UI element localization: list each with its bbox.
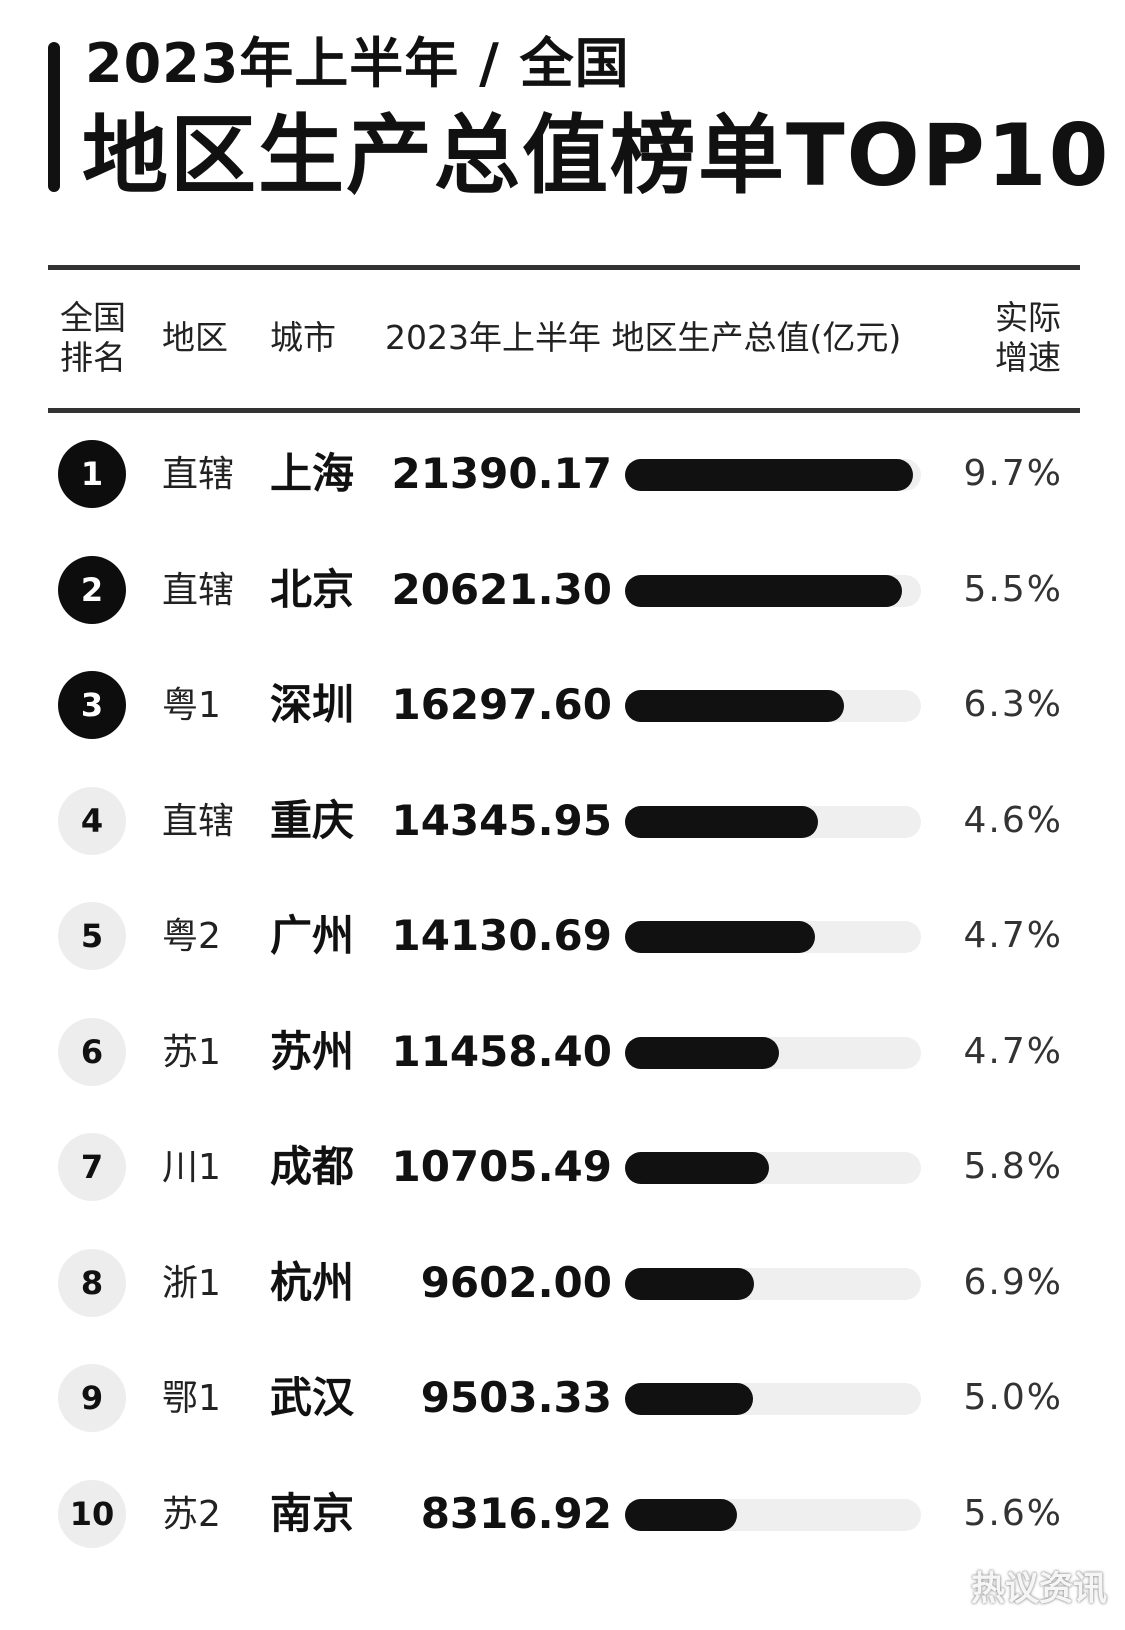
watermark: 热议资讯 — [971, 1569, 1107, 1609]
column-header-growth: 实际 增速 — [995, 298, 1061, 377]
rank-badge: 5 — [58, 902, 126, 970]
header-bottom-rule — [48, 408, 1080, 413]
growth-rate-label: 5.0% — [963, 1377, 1063, 1418]
column-header-rank: 全国 排名 — [60, 298, 126, 377]
region-label: 鄂1 — [162, 1378, 221, 1419]
gdp-value-label: 8316.92 — [420, 1488, 612, 1538]
table-row: 9 鄂1 武汉 9503.33 5.0% — [0, 1341, 1125, 1461]
gdp-bar — [625, 1498, 737, 1531]
city-label: 成都 — [270, 1142, 355, 1191]
rank-badge: 9 — [58, 1364, 126, 1432]
gdp-bar — [625, 574, 902, 607]
growth-rate-label: 5.6% — [963, 1492, 1063, 1534]
bar-track — [625, 805, 921, 838]
region-label: 粤2 — [162, 916, 221, 957]
title-accent-bar — [48, 42, 60, 192]
bar-track — [625, 1267, 921, 1300]
city-label: 武汉 — [270, 1373, 355, 1422]
city-label: 上海 — [270, 449, 355, 498]
region-label: 粤1 — [162, 685, 221, 726]
bar-track — [625, 1498, 921, 1531]
growth-rate-label: 9.7% — [963, 453, 1063, 494]
growth-rate-label: 5.5% — [963, 568, 1063, 610]
rank-badge: 7 — [58, 1133, 126, 1201]
rank-badge: 2 — [58, 555, 126, 624]
region-label: 直辖 — [162, 800, 235, 842]
gdp-value-label: 16297.60 — [391, 680, 612, 729]
table-row: 4 直辖 重庆 14345.95 4.6% — [0, 764, 1125, 884]
gdp-bar — [625, 1383, 753, 1415]
city-label: 深圳 — [270, 680, 355, 729]
rank-badge: 6 — [58, 1017, 126, 1086]
growth-rate-label: 4.6% — [963, 799, 1063, 841]
region-label: 苏1 — [162, 1031, 221, 1073]
column-header-city: 城市 — [270, 318, 336, 357]
bar-track — [625, 690, 921, 722]
rank-badge: 3 — [58, 671, 126, 739]
rank-badge: 10 — [58, 1479, 126, 1548]
bar-track — [625, 459, 921, 491]
table-row: 8 浙1 杭州 9602.00 6.9% — [0, 1226, 1125, 1346]
growth-rate-label: 6.9% — [963, 1261, 1063, 1303]
title-subheading: 2023年上半年 / 全国 — [85, 32, 630, 95]
region-label: 直辖 — [162, 569, 235, 611]
gdp-bar — [625, 1152, 769, 1184]
growth-rate-label: 5.8% — [963, 1146, 1063, 1187]
bar-track — [625, 1152, 921, 1184]
city-label: 广州 — [270, 911, 355, 960]
growth-rate-label: 6.3% — [963, 684, 1063, 725]
region-label: 直辖 — [162, 454, 235, 495]
column-header-gdp: 2023年上半年 地区生产总值(亿元) — [385, 318, 902, 357]
growth-rate-label: 4.7% — [963, 1030, 1063, 1072]
gdp-bar — [625, 1267, 754, 1300]
gdp-value-label: 9602.00 — [420, 1257, 612, 1307]
gdp-bar — [625, 805, 818, 838]
gdp-bar — [625, 921, 815, 953]
region-label: 浙1 — [162, 1262, 221, 1304]
rank-badge: 1 — [58, 440, 126, 508]
table-row: 1 直辖 上海 21390.17 9.7% — [0, 417, 1125, 537]
bar-track — [625, 1383, 921, 1415]
gdp-bar — [625, 1036, 779, 1069]
bar-track — [625, 921, 921, 953]
bar-track — [625, 1036, 921, 1069]
table-row: 10 苏2 南京 8316.92 5.6% — [0, 1457, 1125, 1577]
gdp-value-label: 14345.95 — [391, 795, 612, 845]
gdp-value-label: 21390.17 — [391, 449, 612, 498]
bar-track — [625, 574, 921, 607]
growth-rate-label: 4.7% — [963, 915, 1063, 956]
region-label: 川1 — [162, 1147, 221, 1188]
table-row: 3 粤1 深圳 16297.60 6.3% — [0, 648, 1125, 768]
rank-badge: 4 — [58, 786, 126, 855]
gdp-value-label: 10705.49 — [391, 1142, 612, 1191]
gdp-bar — [625, 459, 913, 491]
gdp-bar — [625, 690, 844, 722]
table-row: 7 川1 成都 10705.49 5.8% — [0, 1110, 1125, 1230]
city-label: 杭州 — [270, 1257, 355, 1307]
table-row: 2 直辖 北京 20621.30 5.5% — [0, 533, 1125, 653]
city-label: 重庆 — [270, 795, 355, 845]
column-header-region: 地区 — [162, 318, 228, 357]
rank-badge: 8 — [58, 1248, 126, 1317]
table-row: 6 苏1 苏州 11458.40 4.7% — [0, 995, 1125, 1115]
gdp-value-label: 14130.69 — [391, 911, 612, 960]
city-label: 南京 — [270, 1488, 355, 1538]
gdp-value-label: 20621.30 — [391, 564, 612, 614]
city-label: 北京 — [270, 564, 355, 614]
region-label: 苏2 — [162, 1493, 221, 1535]
city-label: 苏州 — [270, 1026, 355, 1076]
gdp-value-label: 11458.40 — [391, 1026, 612, 1076]
page-title: 地区生产总值榜单TOP10 — [82, 106, 1111, 206]
gdp-value-label: 9503.33 — [420, 1373, 612, 1422]
header-top-rule — [48, 265, 1080, 270]
table-row: 5 粤2 广州 14130.69 4.7% — [0, 879, 1125, 999]
